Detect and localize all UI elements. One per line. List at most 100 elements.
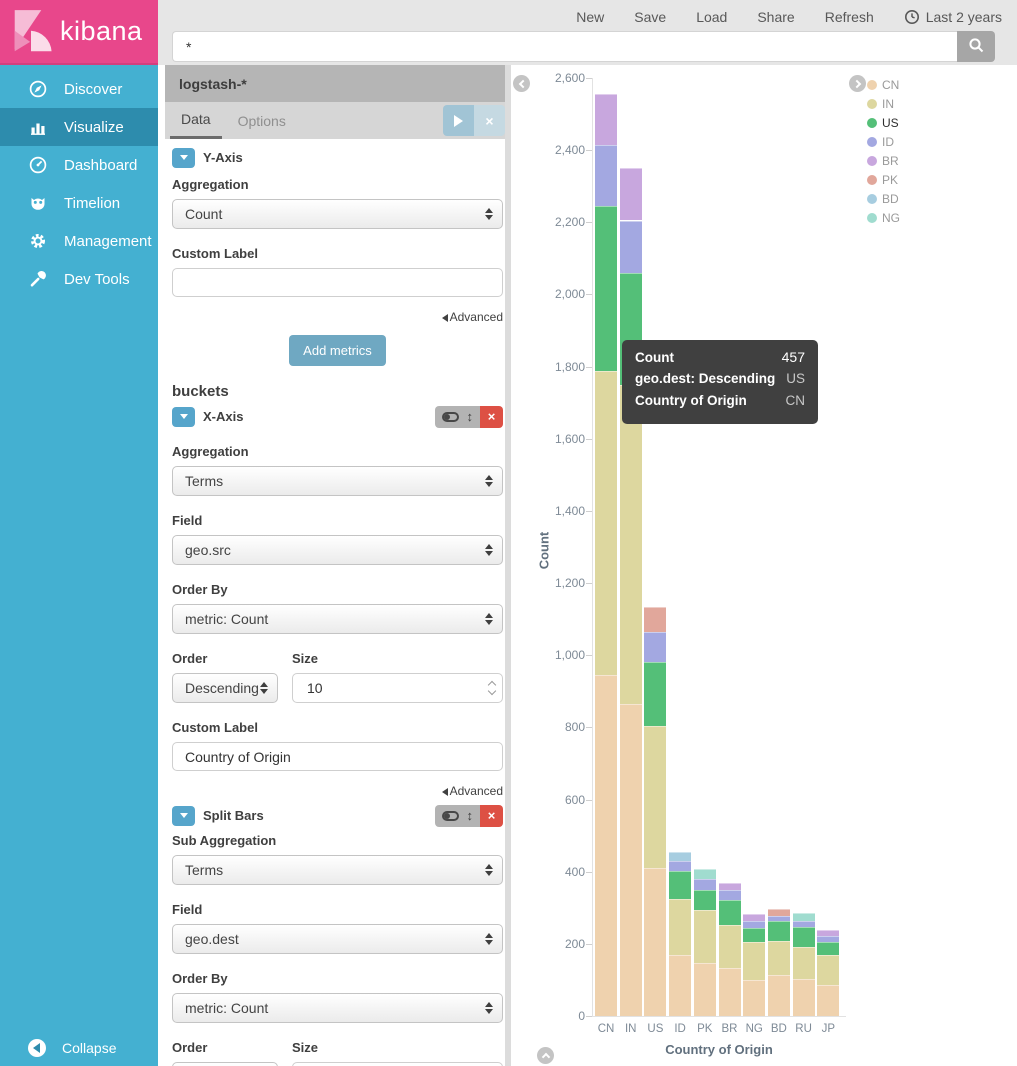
x-axis-aggregation-select[interactable]: Terms: [172, 466, 503, 496]
bar-segment-US-US[interactable]: [644, 662, 667, 726]
bar-segment-RU-IN[interactable]: [792, 946, 815, 979]
expand-spy-button[interactable]: [537, 1047, 554, 1064]
legend-item-NG[interactable]: NG: [867, 208, 900, 227]
bar-segment-CN-IN[interactable]: [595, 371, 617, 676]
legend-item-CN[interactable]: CN: [867, 75, 900, 94]
y-axis-custom-label-input[interactable]: [172, 268, 503, 297]
sidebar-item-dev-tools[interactable]: Dev Tools: [0, 260, 158, 298]
bar-segment-NG-IN[interactable]: [743, 942, 766, 980]
bar-segment-PK-US[interactable]: [693, 889, 716, 910]
bar-segment-BR-ID[interactable]: [718, 890, 741, 900]
bar-segment-BR-BR[interactable]: [718, 883, 741, 891]
bar-segment-US-PK[interactable]: [644, 606, 667, 632]
bar-segment-BR-US[interactable]: [718, 899, 741, 926]
split-bars-order-select[interactable]: Descending: [172, 1062, 278, 1066]
sidebar-item-timelion[interactable]: Timelion: [0, 184, 158, 222]
split-bars-order-by-select[interactable]: metric: Count: [172, 993, 503, 1023]
nav-refresh[interactable]: Refresh: [824, 9, 874, 25]
bar-segment-PK-IN[interactable]: [693, 909, 716, 963]
bar-segment-IN-IN[interactable]: [619, 384, 642, 704]
bar-segment-BD-IN[interactable]: [767, 940, 790, 976]
split-bars-aggregation-select[interactable]: Terms: [172, 855, 503, 885]
bar-segment-BR-CN[interactable]: [718, 968, 741, 1016]
bar-segment-ID-US[interactable]: [669, 870, 692, 899]
x-axis-field-select[interactable]: geo.src: [172, 535, 503, 565]
x-axis-custom-label-input[interactable]: [172, 742, 503, 771]
bar-segment-CN-BR[interactable]: [595, 94, 617, 145]
collapse-panel-button[interactable]: [513, 75, 530, 92]
sidebar-collapse-button[interactable]: Collapse: [0, 1030, 158, 1066]
tab-options[interactable]: Options: [237, 112, 286, 129]
bar-segment-PK-ID[interactable]: [693, 878, 716, 890]
sidebar-item-discover[interactable]: Discover: [0, 70, 158, 108]
bar-segment-PK-NG[interactable]: [693, 868, 716, 879]
tab-data[interactable]: Data: [170, 102, 222, 139]
collapse-y-axis-button[interactable]: [172, 147, 195, 168]
bar-segment-RU-NG[interactable]: [792, 913, 815, 922]
bar-segment-BD-US[interactable]: [767, 921, 790, 941]
legend-item-BD[interactable]: BD: [867, 189, 900, 208]
legend-item-BR[interactable]: BR: [867, 151, 900, 170]
remove-x-axis-button[interactable]: ×: [480, 405, 503, 428]
bar-segment-BD-PK[interactable]: [767, 908, 790, 916]
collapse-split-bars-button[interactable]: [172, 805, 195, 826]
split-bars-field-select[interactable]: geo.dest: [172, 924, 503, 954]
search-button[interactable]: [957, 31, 995, 62]
x-axis-order-by-select[interactable]: metric: Count: [172, 604, 503, 634]
x-axis-order-select[interactable]: Descending: [172, 673, 278, 703]
legend-item-IN[interactable]: IN: [867, 94, 900, 113]
kibana-logo[interactable]: kibana: [0, 0, 158, 65]
bar-segment-NG-US[interactable]: [743, 928, 766, 943]
bar-segment-RU-ID[interactable]: [792, 921, 815, 927]
bar-segment-JP-ID[interactable]: [817, 935, 840, 943]
time-picker[interactable]: Last 2 years: [904, 9, 1002, 25]
bar-segment-JP-CN[interactable]: [817, 985, 840, 1016]
sidebar-item-management[interactable]: Management: [0, 222, 158, 260]
bar-segment-ID-BD[interactable]: [669, 851, 692, 861]
bar-segment-JP-BR[interactable]: [817, 930, 840, 936]
advanced-link-x-axis[interactable]: Advanced: [172, 784, 503, 798]
bar-segment-ID-ID[interactable]: [669, 860, 692, 871]
bar-segment-ID-CN[interactable]: [669, 955, 692, 1016]
reorder-arrows-icon[interactable]: ↕: [466, 409, 474, 424]
legend-item-ID[interactable]: ID: [867, 132, 900, 151]
y-axis-aggregation-select[interactable]: Count: [172, 199, 503, 229]
bar-segment-CN-US[interactable]: [595, 206, 617, 372]
legend-item-US[interactable]: US: [867, 113, 900, 132]
remove-split-bars-button[interactable]: ×: [480, 804, 503, 827]
bar-segment-RU-US[interactable]: [792, 926, 815, 947]
bar-segment-CN-CN[interactable]: [595, 675, 617, 1016]
collapse-x-axis-button[interactable]: [172, 406, 195, 427]
disable-toggle-icon[interactable]: [441, 810, 459, 821]
nav-new[interactable]: New: [576, 9, 605, 25]
bar-segment-NG-CN[interactable]: [743, 979, 766, 1016]
bar-segment-JP-US[interactable]: [817, 942, 840, 956]
advanced-link-metrics[interactable]: Advanced: [172, 310, 503, 324]
bar-segment-JP-IN[interactable]: [817, 955, 840, 986]
nav-save[interactable]: Save: [634, 9, 667, 25]
bar-segment-RU-CN[interactable]: [792, 978, 815, 1016]
bar-segment-US-ID[interactable]: [644, 631, 667, 663]
bar-segment-NG-ID[interactable]: [743, 921, 766, 929]
sidebar-item-dashboard[interactable]: Dashboard: [0, 146, 158, 184]
bar-segment-BD-CN[interactable]: [767, 975, 790, 1016]
bar-segment-IN-BR[interactable]: [619, 168, 642, 221]
bar-segment-IN-ID[interactable]: [619, 220, 642, 273]
number-spinner-icon[interactable]: [487, 680, 497, 696]
bar-segment-ID-IN[interactable]: [669, 898, 692, 956]
legend-item-PK[interactable]: PK: [867, 170, 900, 189]
bar-segment-US-CN[interactable]: [644, 868, 667, 1016]
bar-segment-CN-ID[interactable]: [595, 144, 617, 207]
collapse-legend-button[interactable]: [849, 75, 866, 92]
x-axis-size-input[interactable]: [292, 673, 503, 703]
add-metrics-button[interactable]: Add metrics: [289, 335, 386, 366]
search-input[interactable]: [172, 31, 957, 62]
apply-changes-button[interactable]: [443, 105, 474, 136]
sidebar-item-visualize[interactable]: Visualize: [0, 108, 158, 146]
split-bars-size-input[interactable]: [292, 1062, 503, 1066]
bar-segment-BR-IN[interactable]: [718, 925, 741, 968]
reorder-arrows-icon[interactable]: ↕: [466, 808, 474, 823]
bar-segment-NG-BR[interactable]: [743, 913, 766, 922]
nav-load[interactable]: Load: [696, 9, 728, 25]
nav-share[interactable]: Share: [757, 9, 795, 25]
